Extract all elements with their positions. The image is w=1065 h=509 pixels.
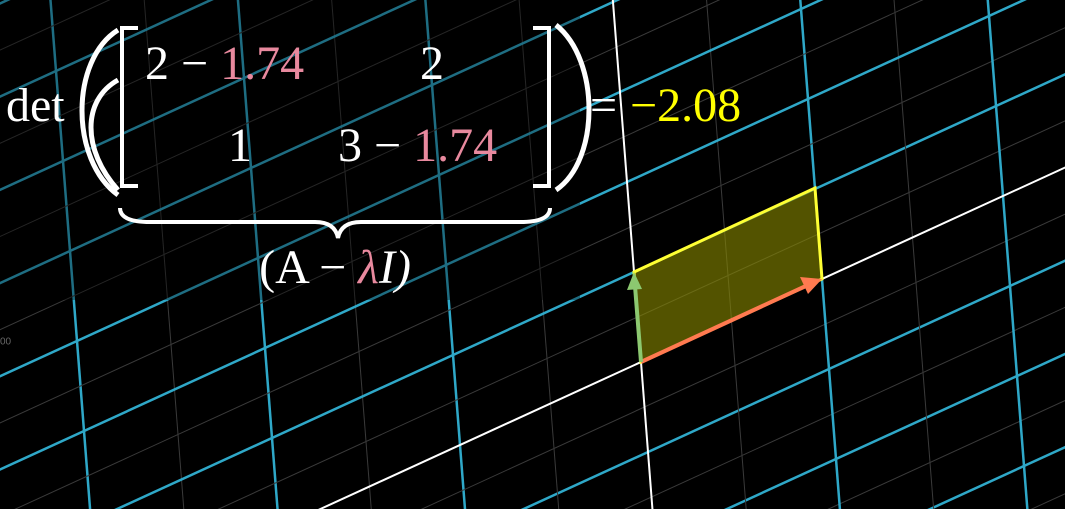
grid-line [1010, 0, 1065, 509]
underbrace [118, 207, 552, 239]
basis-vector-i [640, 283, 809, 364]
entry-text: 3 − [338, 119, 413, 172]
axis-label: 00 [0, 337, 12, 348]
determinant-result: −2.08 [630, 79, 741, 132]
determinant-area [632, 185, 824, 365]
right-bracket [533, 26, 551, 188]
matrix-entry: 2 [420, 37, 444, 90]
left-paren [79, 27, 120, 198]
arrow-head-j [627, 272, 642, 290]
entry-text: 2 − [145, 37, 220, 90]
matrix-entry: 3 − 1.74 [338, 119, 497, 172]
grid-line [893, 0, 935, 509]
grid-line [0, 401, 1065, 509]
grid-line [0, 446, 1065, 509]
grid-line [0, 311, 1065, 509]
left-bracket [120, 26, 138, 188]
lambda-value: 1.74 [220, 37, 304, 90]
lambda-symbol: λ [356, 241, 379, 294]
right-paren [554, 23, 592, 193]
brace-text: I) [378, 241, 411, 294]
matrix-entry: 2 − 1.74 [145, 37, 304, 90]
grid-line [986, 0, 1029, 509]
entry-text: 2 [420, 37, 444, 90]
arrow-head-i [800, 277, 822, 294]
brace-text: (A − [259, 241, 358, 294]
brace-label: (A − λI) [259, 241, 411, 294]
basis-vector-j [633, 285, 643, 363]
grid-line [0, 356, 1065, 509]
matrix-entry: 1 [228, 119, 252, 172]
det-operator: det [6, 79, 65, 132]
lambda-value: 1.74 [413, 119, 497, 172]
entry-text: 1 [228, 119, 252, 172]
equals-sign: = [590, 79, 617, 132]
